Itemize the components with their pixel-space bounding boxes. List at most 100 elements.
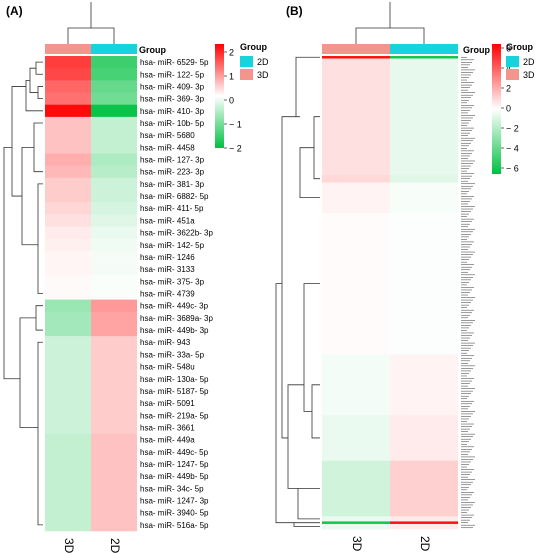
panel-a-column-dendrogram	[67, 2, 115, 44]
row-dendrogram-branch	[281, 116, 296, 439]
heatmap-cell	[91, 214, 137, 227]
heatmap-cell	[45, 457, 91, 471]
row-label: hsa- miR- 127- 3p	[140, 156, 205, 165]
heatmap-cell	[91, 433, 137, 447]
panel-a-column-labels: 3D 2D	[62, 538, 122, 553]
heatmap-cell	[45, 92, 91, 106]
colorbar-tick-label: 0	[506, 104, 511, 114]
heatmap-cell	[91, 129, 137, 142]
row-label: hsa- miR- 449b- 5p	[140, 472, 209, 481]
row-label: hsa- miR- 3622b- 3p	[140, 229, 213, 238]
heatmap-cell	[390, 58, 458, 176]
heatmap-cell	[91, 202, 137, 215]
panel-b-column-dendrogram	[355, 2, 425, 44]
heatmap-cell	[45, 116, 91, 130]
group-bar-3d	[322, 44, 390, 54]
row-label: hsa- miR- 381- 3p	[140, 180, 205, 189]
row-dendrogram-branch	[25, 79, 43, 112]
row-label: hsa- miR- 1247- 5p	[140, 460, 209, 469]
row-label: hsa- miR- 548u	[140, 363, 195, 372]
heatmap-cell	[390, 212, 458, 355]
row-label: hsa- miR- 6529- 5p	[140, 58, 209, 67]
heatmap-cell	[45, 336, 91, 349]
heatmap-cell	[390, 182, 458, 214]
row-label: hsa- miR- 6882- 5p	[140, 192, 209, 201]
heatmap-cell	[390, 56, 458, 59]
heatmap-cell	[322, 523, 390, 530]
heatmap-cell	[322, 212, 390, 355]
column-dendrogram-branch	[67, 2, 115, 44]
row-label: hsa- miR- 449c- 3p	[140, 302, 209, 311]
heatmap-cell	[45, 311, 91, 325]
group-bar-3d	[45, 44, 91, 54]
row-label: hsa- miR- 34c- 5p	[140, 484, 204, 493]
heatmap-cell	[91, 92, 137, 106]
panel-b-legend-swatch-2d	[506, 56, 519, 67]
row-dendrogram-branch	[3, 146, 20, 380]
panel-a-row-labels: hsa- miR- 6529- 5p hsa- miR- 122- 5p hsa- …	[140, 58, 213, 530]
panel-b-label: (B)	[286, 4, 303, 18]
heatmap-cell	[45, 104, 91, 118]
panel-a-row-dendrogram	[3, 61, 43, 526]
heatmap-cell	[45, 494, 91, 507]
heatmap-cell	[390, 521, 458, 525]
panel-b-row-dendrogram	[275, 56, 320, 527]
heatmap-cell	[45, 153, 91, 166]
heatmap-cell	[45, 56, 91, 69]
panel-a-group-bar	[45, 44, 137, 54]
heatmap-cell	[45, 372, 91, 386]
heatmap-cell	[91, 372, 137, 386]
row-label: hsa- miR- 3133	[140, 265, 195, 274]
panel-b-legend-label-3d: 3D	[523, 70, 535, 80]
heatmap-cell	[91, 299, 137, 313]
row-label: hsa- miR- 130a- 5p	[140, 375, 209, 384]
colorbar-tick-label: − 2	[506, 124, 519, 134]
row-dendrogram-branch	[29, 67, 38, 93]
heatmap-cell	[322, 56, 390, 59]
heatmap-cell	[45, 141, 91, 154]
row-dendrogram-branch	[311, 384, 320, 439]
row-label: hsa- miR- 369- 3p	[140, 95, 205, 104]
row-label: hsa- miR- 451a	[140, 216, 195, 225]
heatmap-cell	[91, 457, 137, 471]
heatmap-cell	[45, 482, 91, 495]
panel-a-heatmap-cells	[45, 56, 137, 532]
heatmap-cell	[91, 226, 137, 239]
row-label: hsa- miR- 5187- 5p	[140, 387, 209, 396]
panel-a-group-header: Group	[139, 45, 166, 55]
group-bar-2d	[390, 44, 458, 54]
heatmap-cell	[390, 174, 458, 183]
group-bar-2d	[91, 44, 137, 54]
heatmap-cell	[91, 518, 137, 532]
heatmap-cell	[91, 189, 137, 203]
heatmap-cell	[91, 80, 137, 93]
row-dendrogram-branch	[37, 341, 43, 526]
heatmap-cell	[91, 348, 137, 361]
panel-a-group-legend: Group 2D 3D	[240, 42, 269, 80]
heatmap-cell	[390, 523, 458, 530]
heatmap-cell	[91, 421, 137, 434]
heatmap-cell	[91, 445, 137, 459]
row-label: hsa- miR- 223- 3p	[140, 168, 205, 177]
heatmap-cell	[91, 384, 137, 398]
heatmap-cell	[45, 275, 91, 288]
row-label: hsa- miR- 3661	[140, 423, 195, 432]
heatmap-cell	[91, 116, 137, 130]
panel-a-legend-label-2d: 2D	[257, 57, 269, 67]
heatmap-cell	[91, 494, 137, 507]
panel-a-legend-label-3d: 3D	[257, 70, 269, 80]
heatmap-cell	[45, 299, 91, 313]
heatmap-cell	[322, 460, 390, 517]
heatmap-cell	[45, 263, 91, 276]
panel-b-legend-label-2d: 2D	[523, 57, 535, 67]
heatmap-cell	[45, 384, 91, 398]
heatmap-cell	[91, 470, 137, 483]
row-label: hsa- miR- 449c- 5p	[140, 448, 209, 457]
heatmap-cell	[390, 415, 458, 462]
heatmap-cell	[91, 263, 137, 276]
panel-a-label: (A)	[6, 4, 23, 18]
colorbar-tick-label: 2	[506, 84, 511, 94]
panel-b-colorbar-gradient	[492, 44, 501, 174]
panel-a-legend-swatch-2d	[240, 56, 253, 67]
